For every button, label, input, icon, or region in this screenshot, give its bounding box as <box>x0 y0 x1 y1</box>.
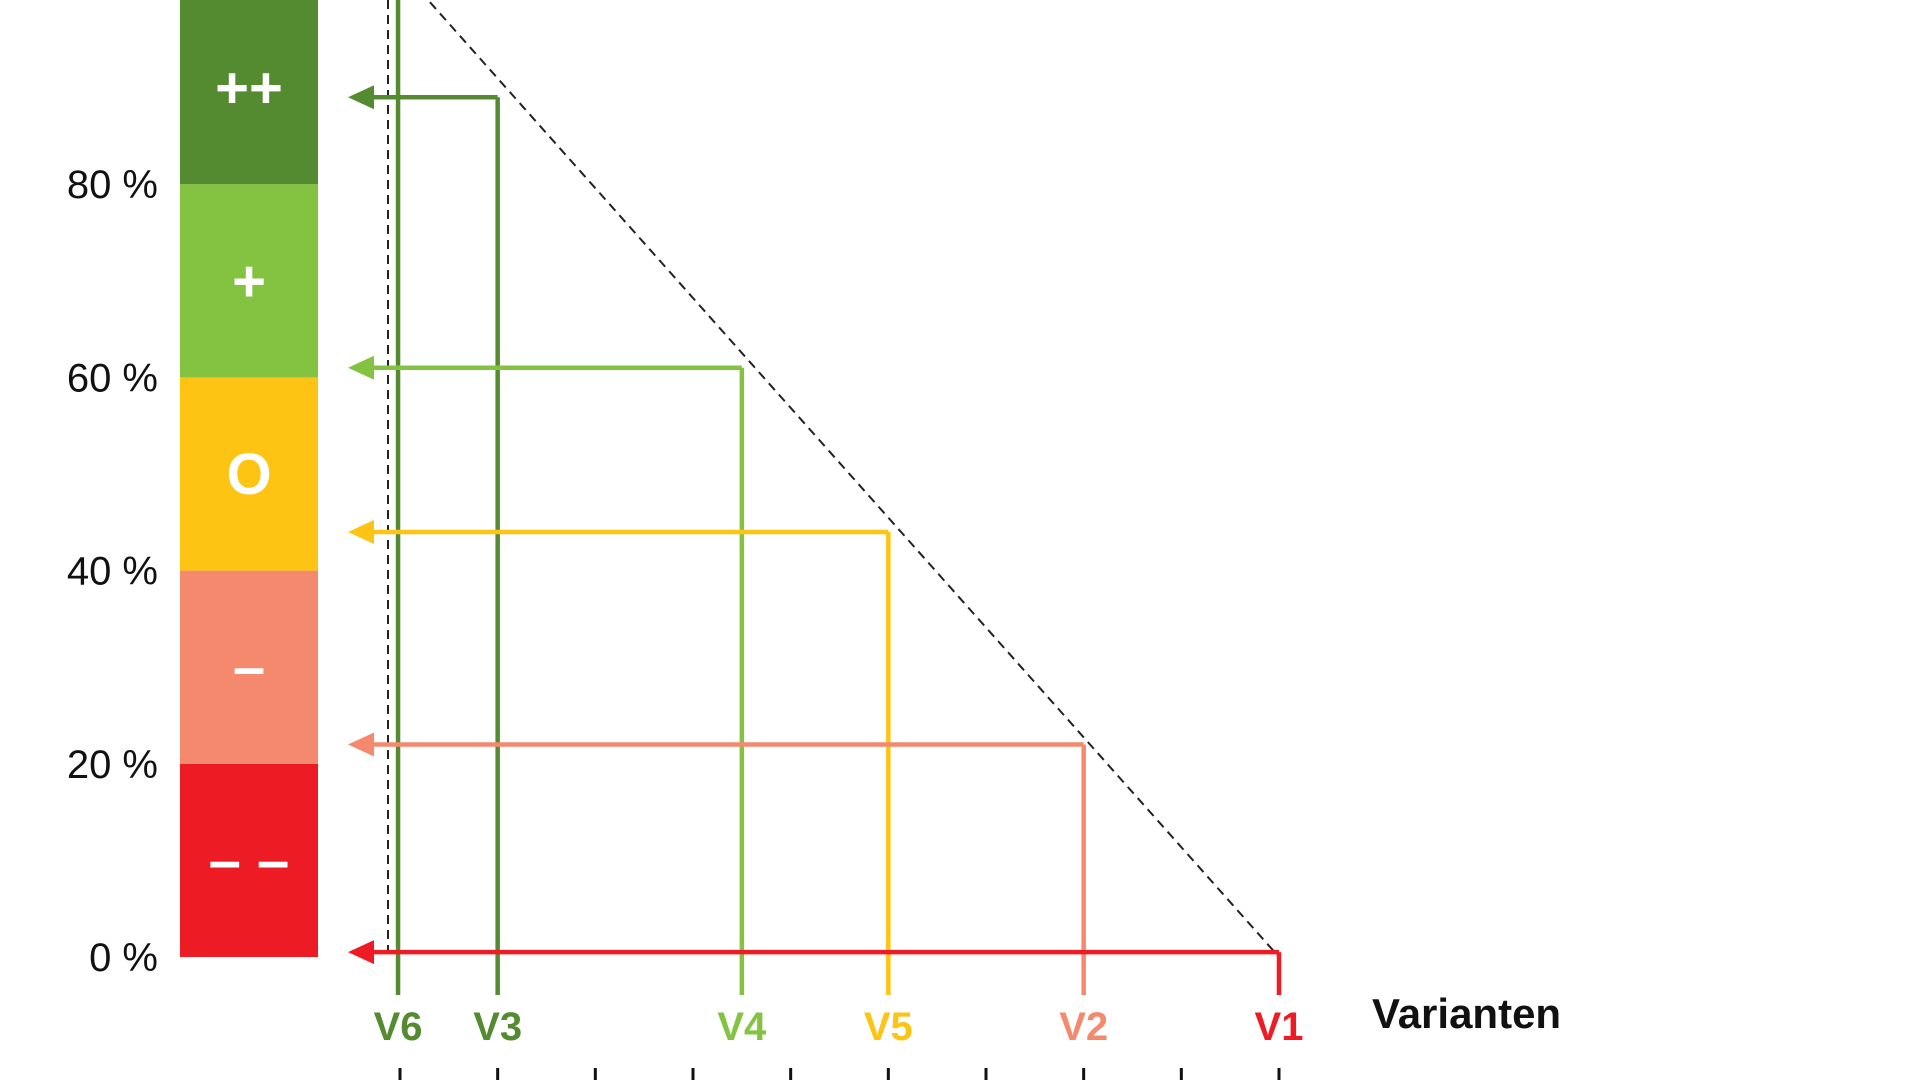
y-tick-label-2: 40 % <box>67 550 158 594</box>
variant-label-v5: V5 <box>864 1005 913 1049</box>
band-3 <box>180 184 318 378</box>
band-symbol-3: + <box>232 249 266 314</box>
variant-label-v3: V3 <box>473 1005 522 1049</box>
y-tick-label-1: 20 % <box>67 743 158 787</box>
arrowhead-v4 <box>348 355 374 380</box>
band-2 <box>180 377 318 571</box>
band-1 <box>180 570 318 764</box>
y-tick-label-0: 0 % <box>89 936 158 980</box>
y-tick-label-4: 80 % <box>67 163 158 207</box>
x-axis-title: Varianten <box>1372 990 1561 1037</box>
band-symbol-2: O <box>226 442 271 507</box>
band-symbol-1: – <box>233 635 265 700</box>
band-4 <box>180 0 318 185</box>
rating-bands: – ––O+++ <box>180 0 318 957</box>
y-tick-label-3: 60 % <box>67 356 158 400</box>
arrowhead-v3 <box>348 85 374 110</box>
variant-label-v6: V6 <box>374 1005 423 1049</box>
band-symbol-0: – – <box>209 828 290 893</box>
arrowhead-v1 <box>348 940 374 965</box>
band-symbol-4: ++ <box>215 56 283 121</box>
variant-label-v1: V1 <box>1255 1005 1304 1049</box>
variant-label-v2: V2 <box>1059 1005 1108 1049</box>
y-tick-labels: 0 % 20 % 40 % 60 % 80 % <box>67 163 158 980</box>
band-0 <box>180 763 318 957</box>
arrowhead-v5 <box>348 519 374 544</box>
diagonal-line <box>426 0 1280 958</box>
x-axis <box>398 1068 1281 1080</box>
variant-label-v4: V4 <box>717 1005 767 1049</box>
arrowhead-v2 <box>348 732 374 757</box>
diagonal-reference <box>387 0 1280 958</box>
variant-markers: V6 V3 V4 V5 V2 V1 <box>348 0 1303 1049</box>
